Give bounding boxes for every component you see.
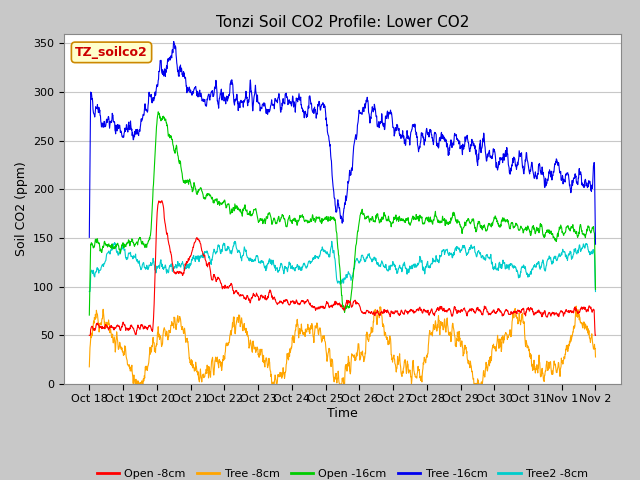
Text: TZ_soilco2: TZ_soilco2 bbox=[75, 46, 148, 59]
Legend: Open -8cm, Tree -8cm, Open -16cm, Tree -16cm, Tree2 -8cm: Open -8cm, Tree -8cm, Open -16cm, Tree -… bbox=[92, 465, 593, 480]
X-axis label: Time: Time bbox=[327, 407, 358, 420]
Title: Tonzi Soil CO2 Profile: Lower CO2: Tonzi Soil CO2 Profile: Lower CO2 bbox=[216, 15, 469, 30]
Y-axis label: Soil CO2 (ppm): Soil CO2 (ppm) bbox=[15, 161, 28, 256]
